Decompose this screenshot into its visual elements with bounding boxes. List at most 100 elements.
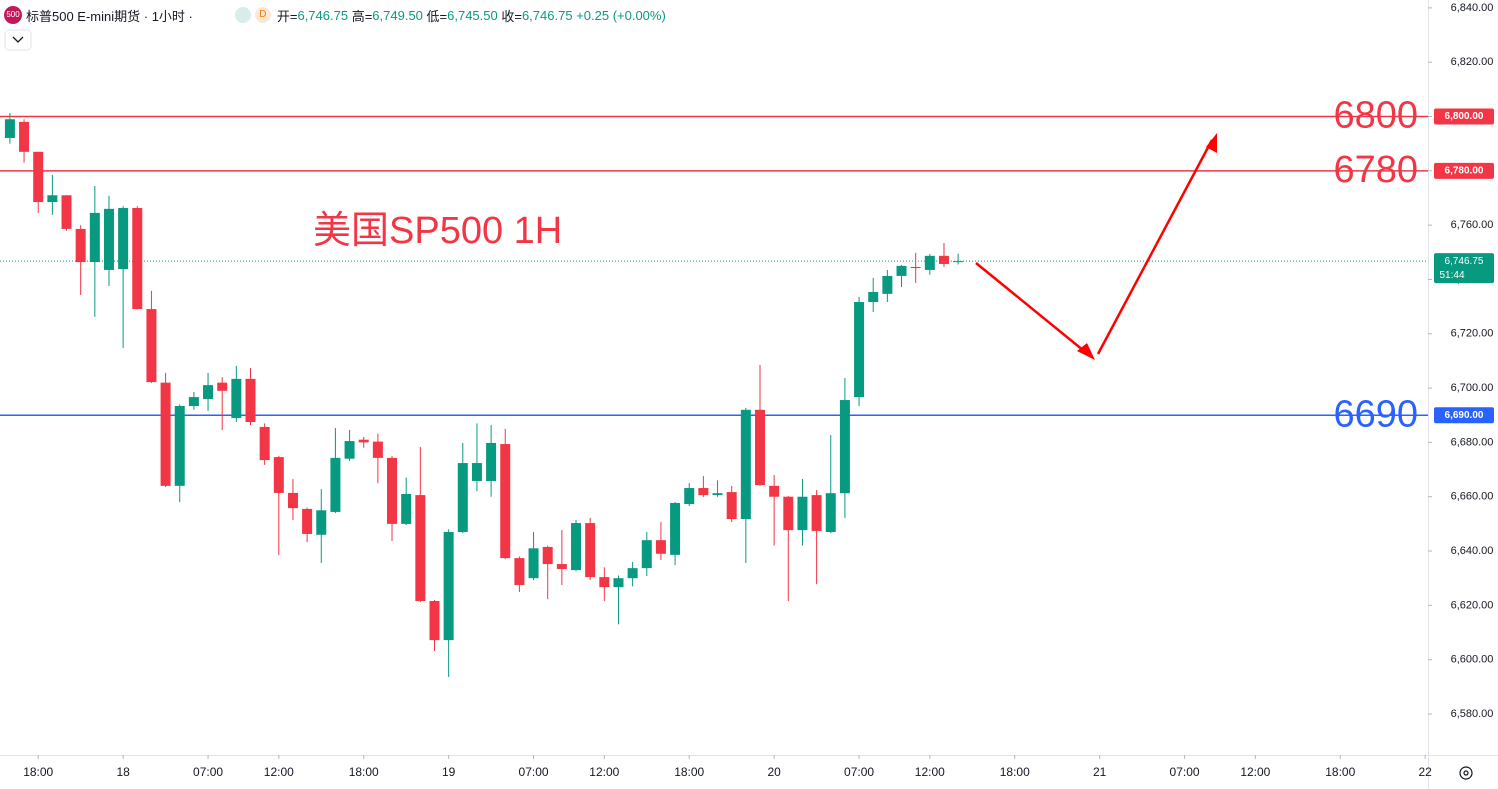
open-label: 开= <box>276 8 298 24</box>
x-tick-label: 12:00 <box>915 765 945 779</box>
candle-body <box>457 463 468 533</box>
x-tick-label: 21 <box>1093 765 1107 779</box>
arrow-head <box>1206 133 1217 153</box>
x-tick-label: 18:00 <box>674 765 704 779</box>
countdown-label: 51:44 <box>1439 270 1464 281</box>
status-dot <box>234 7 251 23</box>
collapse-button[interactable] <box>4 29 32 51</box>
x-tick-label: 07:00 <box>1170 765 1200 779</box>
x-tick-label: 18:00 <box>349 765 379 779</box>
candle-body <box>160 382 171 486</box>
candle-body <box>316 510 327 535</box>
source-badge: D <box>254 7 271 23</box>
candle-body <box>387 457 398 524</box>
candle-body <box>4 119 15 138</box>
candle-body <box>571 523 582 571</box>
candle-body <box>953 261 964 263</box>
candle-body <box>670 502 681 555</box>
x-tick-label: 18 <box>116 765 130 779</box>
candle-body <box>769 485 780 497</box>
candle-body <box>486 442 497 481</box>
level-annotation: 6780 <box>1333 149 1418 191</box>
high-label: 高= <box>351 8 373 24</box>
plot <box>0 112 1428 678</box>
annotation: 美国SP500 1H <box>313 210 562 252</box>
y-tick-label: 6,840.00 <box>1451 2 1494 14</box>
close-value: 6,746.75 <box>521 7 573 23</box>
candle-body <box>500 444 511 559</box>
y-tick-label: 6,660.00 <box>1451 491 1494 503</box>
low-value: 6,745.50 <box>447 7 498 23</box>
level-tag-label: 6,780.00 <box>1445 165 1484 176</box>
candle-body <box>726 492 737 519</box>
candle-body <box>854 302 865 398</box>
chevron[interactable] <box>12 36 24 43</box>
y-tick-label: 6,820.00 <box>1451 56 1494 68</box>
x-tick-label: 12:00 <box>1240 765 1270 779</box>
header: 500 标普500 E-mini期货 · 1小时 · D 开= 6,746.75 … <box>0 0 666 30</box>
candle-body <box>217 382 228 391</box>
candle-body <box>358 439 369 443</box>
candle-body <box>542 546 553 565</box>
candle-body <box>556 564 567 569</box>
settings-button[interactable] <box>1459 766 1473 780</box>
candle-body <box>528 548 539 579</box>
x-tick-label: 12:00 <box>589 765 619 779</box>
gear[interactable] <box>1459 766 1473 780</box>
y-tick-label: 6,760.00 <box>1451 219 1494 231</box>
symbol-icon: 500 <box>4 6 22 24</box>
level-tag <box>1434 108 1494 125</box>
candle-body <box>19 121 30 152</box>
level-tag-label: 6,800.00 <box>1445 111 1484 122</box>
x-tick-label: 07:00 <box>519 765 549 779</box>
candle-body <box>118 208 129 270</box>
candle-body <box>443 532 454 641</box>
candle-body <box>103 208 114 270</box>
gear-center[interactable] <box>1463 770 1469 776</box>
candle-body <box>471 463 482 481</box>
candle-body <box>627 568 638 579</box>
close-label: 收= <box>501 8 522 24</box>
candle-body <box>599 577 610 588</box>
candle-body <box>797 496 808 531</box>
x-tick-label: 18:00 <box>23 765 53 779</box>
candle-body <box>372 441 383 458</box>
candle-body <box>302 508 313 534</box>
arrow-line <box>975 139 1214 356</box>
candle-body <box>61 195 72 229</box>
candle-body <box>429 601 440 641</box>
candle-body <box>330 457 341 512</box>
candle-body <box>740 409 751 519</box>
change-value: +0.25 (+0.00%) <box>576 7 666 23</box>
candle-body <box>259 426 270 461</box>
candle-body <box>415 495 426 602</box>
candle-body <box>924 255 935 270</box>
arrow-head <box>1077 343 1095 360</box>
candle-body <box>146 309 157 383</box>
candle-body <box>89 212 100 263</box>
high-value: 6,749.50 <box>372 7 423 23</box>
level-tag <box>1434 407 1494 424</box>
candle-body <box>712 493 723 496</box>
x-tick-label: 18:00 <box>1000 765 1030 779</box>
price-axis-bg <box>1428 0 1498 789</box>
level-annotation: 6800 <box>1333 95 1418 137</box>
candle-body <box>839 400 850 494</box>
candle-body <box>613 578 624 588</box>
button-frame[interactable] <box>4 29 32 51</box>
candle-body <box>47 195 58 203</box>
candle-body <box>273 457 284 493</box>
y-tick-label: 6,720.00 <box>1451 328 1494 340</box>
low-label: 低= <box>426 8 448 24</box>
candle-body <box>938 255 949 264</box>
candle-body <box>698 488 709 496</box>
y-tick-label: 6,700.00 <box>1451 382 1494 394</box>
candle-body <box>641 540 652 569</box>
candle-body <box>868 291 879 302</box>
y-tick-label: 6,680.00 <box>1451 436 1494 448</box>
level-tag-label: 6,690.00 <box>1445 410 1484 421</box>
x-tick-label: 19 <box>442 765 456 779</box>
candle-body <box>132 208 143 310</box>
candle-body <box>174 406 185 486</box>
